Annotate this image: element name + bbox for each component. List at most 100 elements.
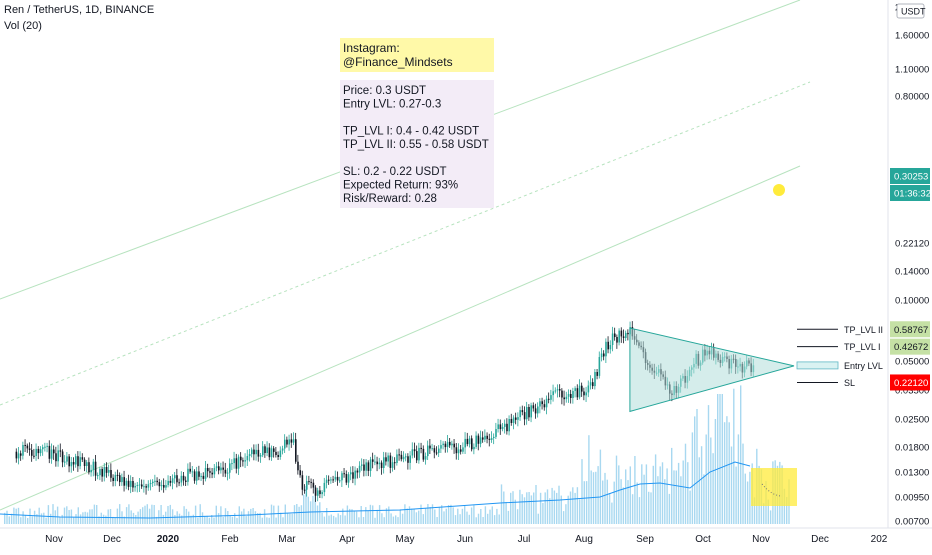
volume-bar: [694, 416, 696, 524]
candle-body: [519, 410, 521, 418]
candle-body: [413, 449, 416, 452]
volume-bar: [291, 513, 293, 524]
candle-body: [532, 405, 535, 409]
volume-bar: [636, 482, 638, 524]
candle-body: [158, 482, 161, 487]
candle-body: [26, 445, 29, 449]
time-tick-label: Nov: [45, 534, 63, 545]
candle-body: [455, 447, 458, 454]
volume-bar: [47, 505, 50, 524]
candle-body: [83, 459, 86, 466]
volume-bar: [174, 515, 176, 524]
volume-bar: [178, 513, 181, 524]
volume-bar: [45, 517, 47, 524]
volume-bar: [349, 508, 351, 524]
candle-body: [521, 410, 524, 413]
volume-bar: [146, 504, 148, 524]
candle-body: [394, 462, 396, 464]
volume-indicator-label[interactable]: Vol (20): [4, 20, 42, 32]
volume-bar: [654, 454, 657, 524]
candle-body: [103, 467, 106, 477]
chart-header: Ren / TetherUS, 1D, BINANCE Vol (20): [4, 2, 154, 34]
volume-bar: [6, 510, 8, 524]
volume-bar: [211, 515, 213, 524]
volume-bar: [530, 495, 533, 524]
symbol-title[interactable]: Ren / TetherUS, 1D, BINANCE: [4, 4, 155, 16]
volume-bar: [406, 508, 408, 524]
volume-bar: [551, 487, 553, 524]
candle-body: [319, 490, 321, 495]
volume-bar: [181, 515, 183, 524]
volume-bar: [89, 509, 91, 524]
volume-bar: [61, 514, 63, 524]
candle-body: [286, 439, 288, 445]
candle-body: [251, 449, 253, 455]
volume-histogram: [0, 385, 797, 524]
candle-body: [266, 447, 268, 453]
candle-body: [264, 446, 266, 453]
volume-bar: [574, 492, 576, 524]
volume-bar: [648, 491, 650, 524]
volume-bar: [500, 484, 503, 524]
volume-bar: [199, 504, 201, 524]
volume-bar: [234, 513, 236, 524]
volume-bar: [606, 479, 608, 524]
volume-bar: [645, 464, 648, 524]
candle-body: [530, 405, 532, 418]
candle-body: [325, 479, 328, 483]
candle-body: [363, 464, 365, 471]
candle-body: [409, 455, 411, 463]
volume-bar: [194, 505, 197, 524]
time-tick-label: Apr: [339, 534, 355, 545]
candle-body: [156, 480, 158, 483]
volume-bar: [15, 508, 17, 524]
volume-bar: [13, 507, 15, 524]
candle-body: [376, 461, 378, 465]
candle-body: [211, 472, 213, 475]
candle-body: [112, 477, 114, 481]
candle-body: [231, 463, 233, 465]
price-tick-label: 0.80000: [895, 92, 929, 103]
volume-bar: [93, 504, 96, 524]
volume-bar: [66, 506, 68, 524]
volume-bar: [84, 511, 86, 524]
volume-bar: [737, 434, 740, 524]
annotation-notes: Instagram:@Finance_Mindsets Price: 0.3 US…: [340, 38, 494, 208]
volume-bar: [505, 502, 507, 524]
trade-info-box: [340, 80, 494, 208]
volume-bar: [119, 504, 121, 524]
candle-body: [614, 333, 616, 337]
volume-bar: [680, 476, 682, 524]
candle-body: [387, 455, 389, 462]
volume-bar: [266, 517, 268, 524]
volume-bar: [100, 512, 102, 524]
candle-body: [556, 389, 559, 391]
tp-lvl-1-badge: [890, 338, 930, 355]
currency-badge: [896, 3, 925, 19]
volume-bar: [671, 447, 673, 524]
time-tick-label: Feb: [221, 534, 239, 545]
candle-body: [482, 437, 484, 440]
volume-bar: [369, 504, 372, 524]
volume-bar: [602, 480, 604, 524]
candle-body: [431, 448, 433, 450]
volume-bar: [98, 516, 100, 524]
volume-bar: [381, 513, 383, 524]
volume-bar: [190, 515, 192, 524]
candle-body: [297, 461, 299, 471]
candle-body: [31, 450, 33, 456]
candle-body: [303, 489, 306, 491]
candle-body: [565, 396, 568, 400]
candle-body: [314, 487, 317, 496]
candle-body: [405, 456, 407, 458]
tp-lvl-2-badge-label: 0.58767: [894, 325, 928, 336]
candle-body: [334, 476, 337, 480]
candle-body: [292, 439, 295, 443]
volume-bar: [208, 517, 211, 524]
volume-bar: [91, 509, 93, 524]
volume-bar: [461, 508, 464, 524]
price-tick-label: 1.10000: [895, 65, 929, 76]
instagram-handle: @Finance_Mindsets: [343, 55, 453, 69]
candle-body: [253, 449, 255, 455]
